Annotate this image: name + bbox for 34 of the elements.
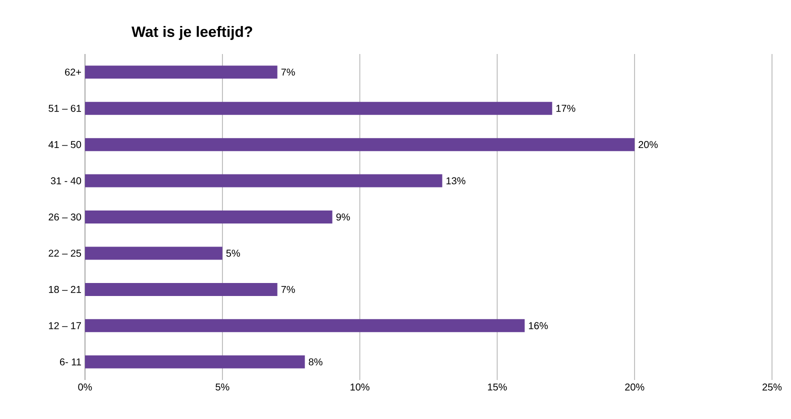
bar — [85, 138, 635, 152]
x-tick-label: 0% — [78, 384, 92, 391]
bar — [85, 319, 525, 332]
data-label: 5% — [226, 250, 240, 257]
data-label: 7% — [281, 286, 295, 293]
bar — [85, 282, 278, 296]
x-tick-label: 25% — [762, 384, 782, 391]
bar — [85, 102, 552, 115]
y-tick-label: 51 – 61 — [48, 104, 81, 112]
bar — [85, 355, 305, 368]
y-tick-label: 31 - 40 — [50, 177, 82, 184]
data-label: 13% — [446, 177, 466, 184]
data-label: 16% — [528, 322, 548, 330]
bar — [85, 210, 332, 224]
data-label: 20% — [638, 141, 658, 148]
bar — [85, 246, 222, 260]
y-tick-label: 6- 11 — [60, 358, 82, 366]
bar — [85, 66, 278, 79]
x-tick-label: 10% — [350, 384, 370, 391]
chart-title: Wat is je leeftijd? — [132, 26, 252, 40]
data-label: 8% — [308, 358, 322, 366]
data-label: 7% — [281, 68, 295, 76]
x-tick-label: 15% — [488, 384, 507, 391]
y-tick-label: 62+ — [65, 68, 81, 76]
x-tick-label: 5% — [216, 384, 230, 391]
y-tick-label: 22 – 25 — [48, 250, 82, 257]
y-tick-label: 12 – 17 — [49, 322, 81, 330]
y-tick-label: 26 – 30 — [48, 213, 82, 221]
data-label: 9% — [336, 213, 350, 221]
bar — [85, 174, 442, 188]
y-tick-label: 41 – 50 — [48, 141, 82, 148]
data-label: 17% — [556, 104, 576, 112]
y-tick-label: 18 – 21 — [49, 286, 81, 293]
x-tick-label: 20% — [625, 384, 644, 391]
